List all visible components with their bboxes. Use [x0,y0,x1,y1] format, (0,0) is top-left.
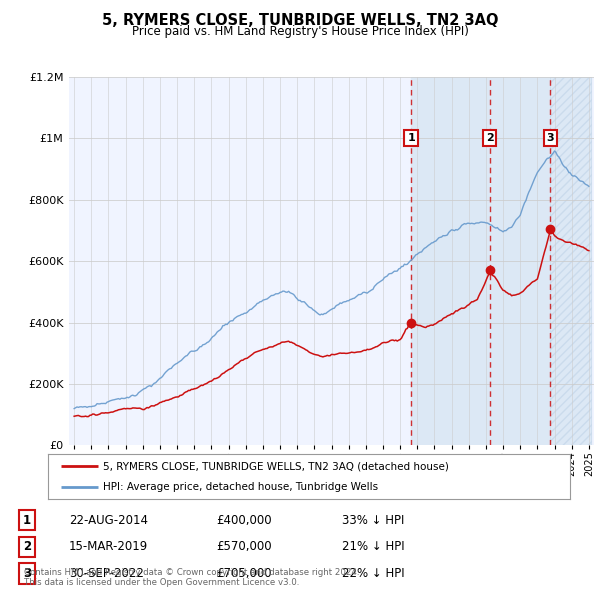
Text: 15-MAR-2019: 15-MAR-2019 [69,540,148,553]
Text: Contains HM Land Registry data © Crown copyright and database right 2024.
This d: Contains HM Land Registry data © Crown c… [24,568,359,587]
Bar [411,77,490,445]
Bar [490,77,550,445]
Text: 5, RYMERS CLOSE, TUNBRIDGE WELLS, TN2 3AQ: 5, RYMERS CLOSE, TUNBRIDGE WELLS, TN2 3A… [102,13,498,28]
Text: 22% ↓ HPI: 22% ↓ HPI [342,567,404,580]
Text: 30-SEP-2022: 30-SEP-2022 [69,567,144,580]
Text: 2: 2 [485,133,493,143]
Text: 33% ↓ HPI: 33% ↓ HPI [342,514,404,527]
Text: £705,000: £705,000 [216,567,272,580]
Text: 1: 1 [407,133,415,143]
Text: Price paid vs. HM Land Registry's House Price Index (HPI): Price paid vs. HM Land Registry's House … [131,25,469,38]
Text: 21% ↓ HPI: 21% ↓ HPI [342,540,404,553]
Text: £400,000: £400,000 [216,514,272,527]
Text: HPI: Average price, detached house, Tunbridge Wells: HPI: Average price, detached house, Tunb… [103,481,378,491]
Text: 3: 3 [23,567,31,580]
Text: 5, RYMERS CLOSE, TUNBRIDGE WELLS, TN2 3AQ (detached house): 5, RYMERS CLOSE, TUNBRIDGE WELLS, TN2 3A… [103,461,449,471]
Bar [550,77,590,445]
Text: 3: 3 [547,133,554,143]
Text: 2: 2 [23,540,31,553]
Text: 1: 1 [23,514,31,527]
Text: £570,000: £570,000 [216,540,272,553]
Text: 22-AUG-2014: 22-AUG-2014 [69,514,148,527]
Bar [550,77,590,445]
